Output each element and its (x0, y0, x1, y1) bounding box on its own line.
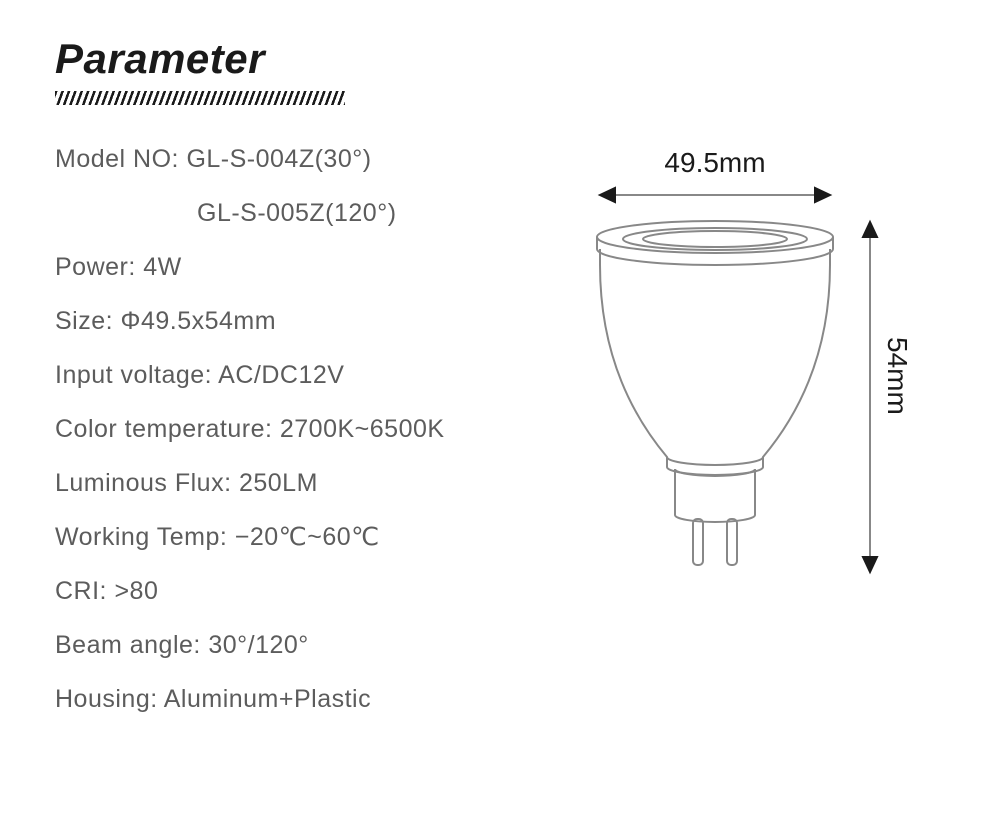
bulb-diagram: 49.5mm 54mm (565, 147, 945, 741)
spec-input-voltage: Input voltage: AC/DC12V (55, 363, 535, 388)
spec-model-1-value: GL-S-004Z(30°) (186, 145, 371, 173)
spec-luminous-flux: Luminous Flux: 250LM (55, 471, 535, 496)
spec-beam-angle: Beam angle: 30°/120° (55, 633, 535, 658)
content-row: Model NO: GL-S-004Z(30°) GL-S-005Z(120°)… (55, 147, 945, 741)
spec-power: Power: 4W (55, 255, 535, 280)
spec-size: Size: Φ49.5x54mm (55, 309, 535, 334)
bulb-svg (565, 147, 945, 627)
spec-list: Model NO: GL-S-004Z(30°) GL-S-005Z(120°)… (55, 147, 535, 741)
section-heading: Parameter (55, 35, 945, 83)
spec-model-label: Model NO: (55, 145, 179, 173)
heading-underline-hatch (55, 91, 345, 105)
spec-cri: CRI: >80 (55, 579, 535, 604)
spec-color-temp: Color temperature: 2700K~6500K (55, 417, 535, 442)
spec-housing: Housing: Aluminum+Plastic (55, 687, 535, 712)
spec-model-2: GL-S-005Z(120°) (55, 201, 535, 226)
spec-working-temp: Working Temp: −20℃~60℃ (55, 525, 535, 550)
spec-model-1: Model NO: GL-S-004Z(30°) (55, 147, 535, 172)
